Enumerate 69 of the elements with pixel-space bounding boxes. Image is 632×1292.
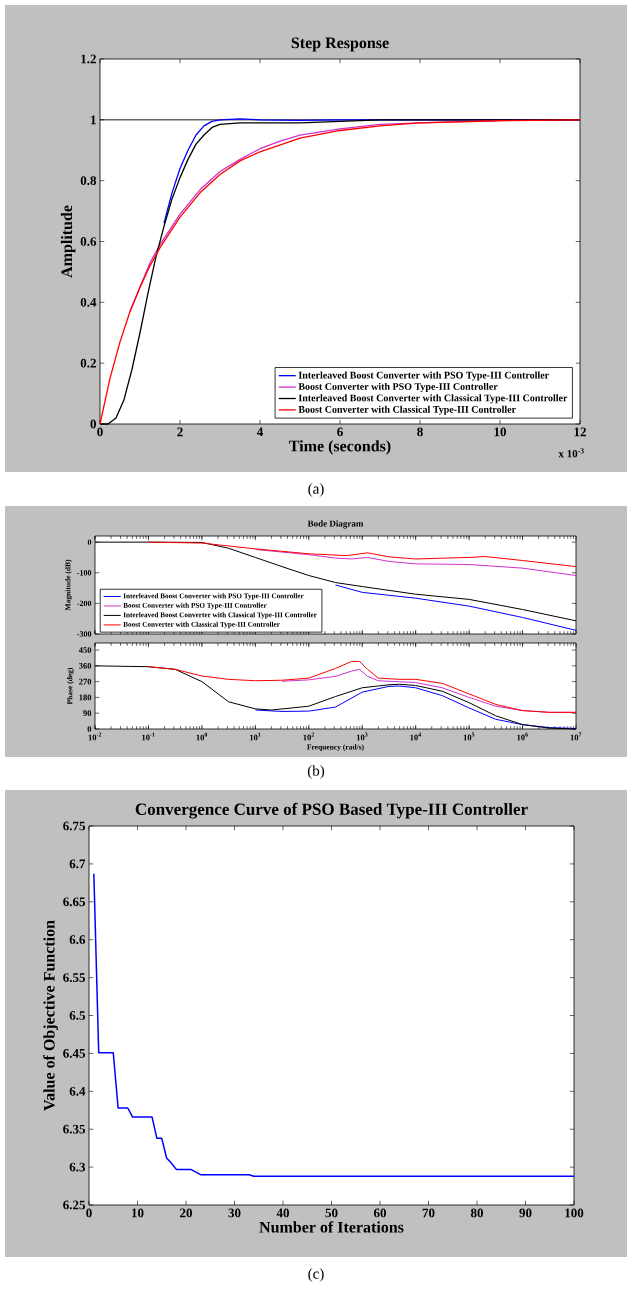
x-tick-label: 10$^{-1}$ [142,732,155,741]
y-tick-label: 270 [79,678,92,685]
x-tick-label: 10$^{6}$ [517,732,528,741]
y-axis-title: Value of Objective Function [43,920,58,1111]
x-tick-label: 4 [256,427,264,437]
y-tick-label: 6.75 [63,821,86,831]
x-tick-label: 10$^{1}$ [250,732,261,741]
x-tick-label: 80 [470,1208,483,1218]
y-tick-label: 0 [87,539,92,545]
legend-label: Boost Converter with Classical Type-III Controller [298,405,516,415]
y-tick-label: 6.35 [63,1124,86,1134]
y-tick-label: 0.6 [80,237,97,246]
y-tick-label: 6.45 [63,1049,86,1058]
y-tick-label: 360 [79,662,92,669]
chart-title: Step Response [291,37,389,52]
x-tick-label: 70 [422,1208,435,1218]
y-tick-label: -200 [77,600,92,607]
legend-label: Interleaved Boost Converter with Classical Type-III Controller [298,394,568,404]
x-tick-label: 10$^{-2}$ [88,732,102,741]
x-tick-label: 10 [132,1208,144,1218]
x-tick-label: 20 [180,1208,192,1218]
y-tick-label: -300 [77,631,92,637]
y-tick-label: -100 [77,570,92,576]
y-tick-label: 1 [91,115,96,125]
x-tick-label: 100 [565,1208,584,1218]
x-axis-title: Time (seconds) [289,440,391,455]
x-tick-label: 40 [276,1208,289,1218]
y-tick-label: 0 [87,726,92,732]
x-tick-label: 8 [417,427,423,437]
x-tick-label: 90 [519,1208,532,1218]
y-tick-label: 6.3 [69,1162,86,1172]
y-tick-label: 6.55 [63,973,86,983]
x-tick-label: 60 [373,1208,386,1218]
x-tick-label: 10$^{0}$ [196,732,208,741]
x-tick-label: 10$^{5}$ [463,732,475,741]
x-axis-title: Number of Iterations [259,1221,404,1233]
text: x 10$^{-3}$ [558,448,584,458]
y-tick-label: 6.25 [63,1200,86,1210]
legend-label: Boost Converter with PSO Type-III Controller [298,382,498,392]
x-tick-label: 30 [228,1208,241,1218]
x-tick-label: 12 [574,427,586,437]
y-tick-label: 6.65 [63,897,86,907]
y-tick-label: 450 [78,647,92,653]
y-tick-label: 6.7 [69,859,86,869]
x-tick-label: 50 [325,1208,338,1218]
y-axis-title: Amplitude [60,205,76,278]
text: (a) [308,483,324,497]
y-tick-label: 6.4 [69,1086,86,1096]
x-tick-label: 10$^{3}$ [356,732,368,741]
y-tick-label: 0.2 [80,358,96,368]
text: (b) [307,765,325,779]
text: (c) [308,1268,324,1282]
y-tick-label: 6.5 [69,1011,86,1020]
y-tick-label: 1.2 [81,54,96,64]
chart-title: Bode Diagram [307,520,364,529]
x-tick-label: 10$^{7}$ [570,732,582,741]
x-tick-label: 6 [337,427,343,437]
y-tick-label: 6.6 [69,935,86,945]
legend-label: Interleaved Boost Converter with PSO Type-III Controller [298,371,549,381]
chart-title: Convergence Curve of PSO Based Type-III Controller [135,802,528,819]
y-tick-label: 0 [90,419,96,429]
x-tick-label: 10 [494,427,507,437]
x-tick-label: 10$^{4}$ [410,732,422,741]
x-tick-label: 2 [177,427,183,437]
y-tick-label: 180 [79,694,92,701]
x-tick-label: 10$^{2}$ [303,732,315,741]
y-tick-label: 0.4 [80,297,97,307]
y-tick-label: 90 [83,710,92,717]
y-tick-label: 0.8 [80,176,97,186]
